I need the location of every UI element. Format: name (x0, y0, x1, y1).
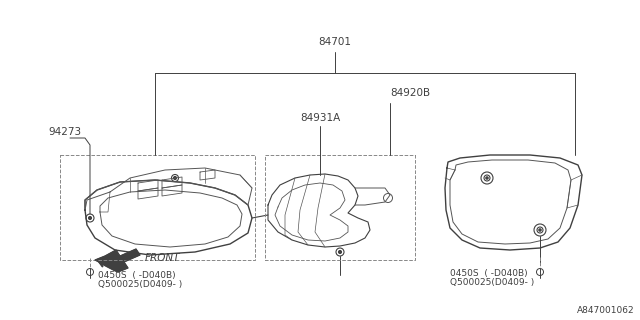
Text: FRONT: FRONT (145, 253, 180, 263)
Polygon shape (95, 249, 140, 272)
Text: 94273: 94273 (48, 127, 81, 137)
Text: Q500025(D0409- ): Q500025(D0409- ) (450, 278, 534, 287)
Text: 0450S  ( -D040B): 0450S ( -D040B) (98, 271, 175, 280)
Circle shape (339, 251, 342, 253)
Text: 84931A: 84931A (300, 113, 340, 123)
Text: A847001062: A847001062 (577, 306, 635, 315)
Circle shape (539, 229, 541, 231)
Circle shape (486, 177, 488, 179)
Text: 0450S  ( -D040B): 0450S ( -D040B) (450, 269, 527, 278)
Circle shape (173, 177, 177, 180)
Text: 84920B: 84920B (390, 88, 430, 98)
Circle shape (88, 217, 92, 220)
Text: 84701: 84701 (319, 37, 351, 47)
Text: Q500025(D0409- ): Q500025(D0409- ) (98, 280, 182, 289)
